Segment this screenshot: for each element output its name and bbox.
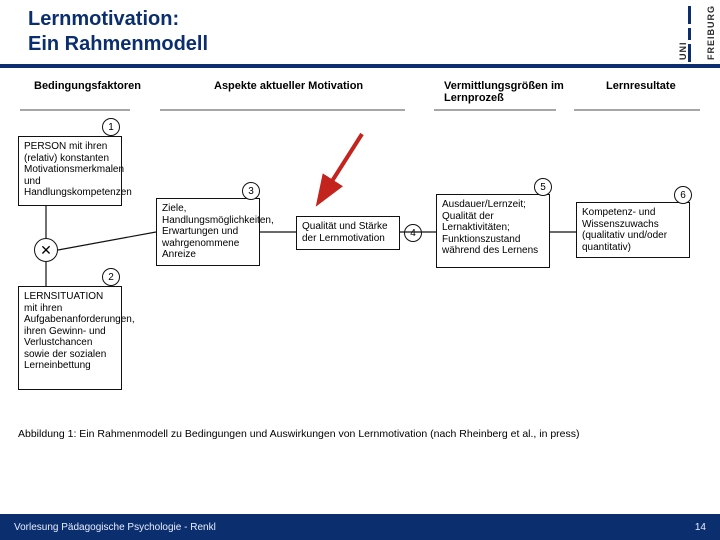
uni-freiburg-logo: UNI FREIBURG <box>664 6 710 62</box>
figure-caption: Abbildung 1: Ein Rahmenmodell zu Bedingu… <box>18 428 658 440</box>
title-bar: Lernmotivation: Ein Rahmenmodell UNI FRE… <box>0 0 720 66</box>
footer-right: 14 <box>695 522 706 533</box>
logo-city: FREIBURG <box>706 5 716 60</box>
title-underline <box>0 64 720 68</box>
slide-title: Lernmotivation: Ein Rahmenmodell <box>28 7 208 57</box>
connector-lines <box>10 78 710 478</box>
title-line2: Ein Rahmenmodell <box>28 33 208 55</box>
logo-uni: UNI <box>678 42 688 61</box>
title-line1: Lernmotivation: <box>28 8 179 30</box>
footer-bar: Vorlesung Pädagogische Psychologie - Ren… <box>0 514 720 540</box>
footer-left: Vorlesung Pädagogische Psychologie - Ren… <box>14 522 216 533</box>
framework-diagram: Bedingungsfaktoren Aspekte aktueller Mot… <box>10 78 710 478</box>
